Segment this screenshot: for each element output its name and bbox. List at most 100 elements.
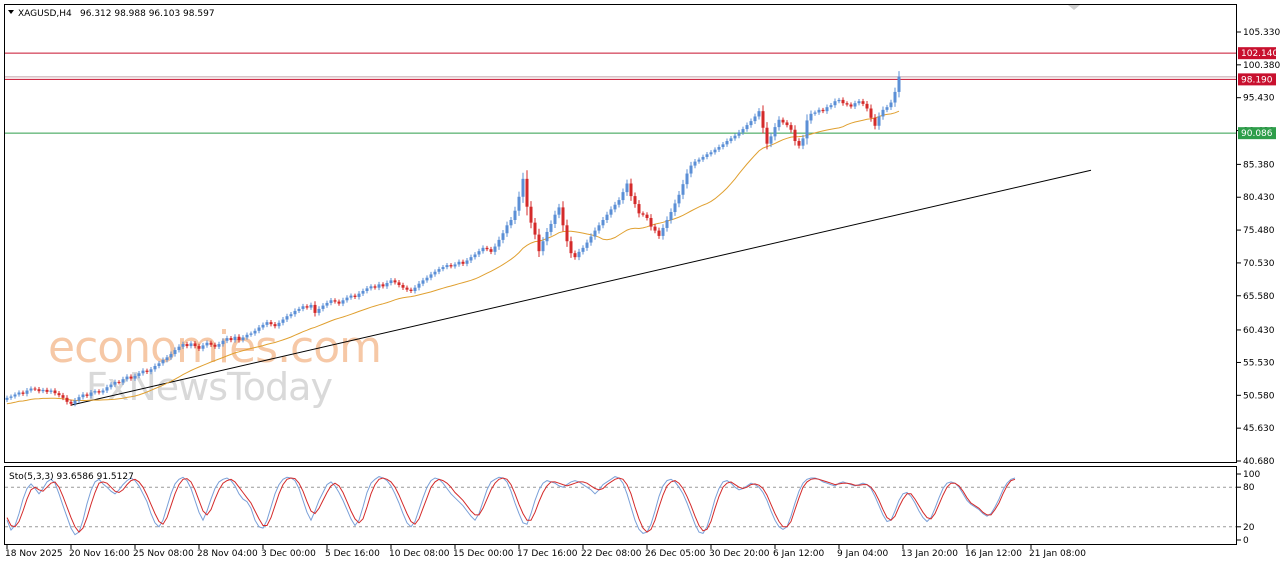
time-tick-label: 9 Jan 04:00 <box>837 549 889 559</box>
candle-body <box>33 388 37 390</box>
candle-body <box>869 108 873 118</box>
candle-body <box>177 346 181 351</box>
candle-body <box>617 200 621 205</box>
candle-body <box>589 236 593 243</box>
candle-body <box>105 387 109 391</box>
candle-body <box>317 308 321 313</box>
candle-body <box>93 391 97 393</box>
candle-body <box>81 394 85 398</box>
candle-body <box>169 354 173 358</box>
candle-body <box>577 251 581 258</box>
candle-body <box>417 283 421 288</box>
time-tick-label: 25 Nov 08:00 <box>133 549 194 559</box>
symbol-dropdown-icon[interactable] <box>8 10 14 14</box>
stochastic-tick-label: 20 <box>1243 523 1255 533</box>
price-tick-label: 55.530 <box>1243 358 1275 368</box>
candle-body <box>637 204 641 214</box>
watermark-fxnewstoday: FxNewsToday <box>86 365 332 409</box>
candle-body <box>193 343 197 347</box>
candle-body <box>409 289 413 291</box>
candle-body <box>221 340 225 345</box>
candle-body <box>569 241 573 254</box>
candle-body <box>817 109 821 113</box>
price-axis[interactable]: 105.330100.38095.43090.48085.38080.43075… <box>1236 28 1280 467</box>
candle-body <box>133 375 137 379</box>
price-tick-label: 75.480 <box>1243 226 1275 236</box>
candle-body <box>361 290 365 294</box>
candle-body <box>237 336 241 341</box>
candle-body <box>305 306 309 308</box>
candle-body <box>737 132 741 136</box>
candle-body <box>785 122 789 126</box>
candle-body <box>29 388 33 391</box>
candle-body <box>849 104 853 107</box>
candle-body <box>793 129 797 142</box>
candle-body <box>277 322 281 327</box>
candle-body <box>829 105 833 108</box>
candle-body <box>153 365 157 370</box>
candle-body <box>841 99 845 104</box>
candle-body <box>765 127 769 144</box>
candle-body <box>393 280 397 283</box>
candle-body <box>17 392 21 395</box>
time-tick-label: 15 Dec 00:00 <box>453 549 514 559</box>
candle-body <box>21 392 25 394</box>
stochastic-lines <box>6 476 1016 536</box>
candle-body <box>565 225 569 242</box>
scroll-marker-icon[interactable] <box>1068 5 1080 10</box>
level-label: 98.190 <box>1241 75 1273 85</box>
candle-body <box>857 101 861 104</box>
candle-body <box>145 370 149 372</box>
candle-body <box>653 226 657 231</box>
candle-body <box>429 274 433 278</box>
candle-body <box>789 125 793 130</box>
candle-body <box>641 213 645 215</box>
candle-body <box>57 393 61 396</box>
candle-body <box>529 206 533 223</box>
candle-body <box>669 212 673 220</box>
candle-body <box>825 107 829 112</box>
candle-body <box>173 350 177 355</box>
candle-body <box>413 287 417 291</box>
level-label-box <box>1238 127 1276 140</box>
stochastic-line-signal <box>6 477 1016 533</box>
candle-body <box>533 222 537 235</box>
candle-body <box>605 214 609 220</box>
candle-body <box>329 300 333 303</box>
time-tick-label: 22 Dec 08:00 <box>581 549 642 559</box>
candle-body <box>205 342 209 346</box>
candle-body <box>553 214 557 224</box>
candle-body <box>249 333 253 335</box>
candle-body <box>101 390 105 393</box>
candle-body <box>253 330 257 334</box>
symbol-timeframe: XAGUSD,H4 <box>18 9 72 19</box>
candle-body <box>837 99 841 102</box>
time-tick-label: 16 Jan 12:00 <box>965 549 1022 559</box>
price-tick-label: 65.580 <box>1243 292 1275 302</box>
candle-body <box>313 304 317 313</box>
candle-body <box>721 144 725 147</box>
candle-body <box>861 101 865 104</box>
candle-body <box>357 293 361 297</box>
candle-body <box>549 223 553 232</box>
candle-body <box>165 357 169 361</box>
time-tick-label: 26 Dec 05:00 <box>645 549 706 559</box>
candle-body <box>865 103 869 109</box>
candle-body <box>269 322 273 325</box>
candle-body <box>877 116 881 126</box>
level-label: 90.086 <box>1241 129 1273 139</box>
candle-body <box>821 109 825 112</box>
candle-body <box>333 300 337 302</box>
candle-body <box>353 295 357 297</box>
candle-body <box>545 231 549 242</box>
candle-body <box>505 225 509 234</box>
candle-body <box>61 395 65 398</box>
moving-average-line <box>6 110 900 405</box>
trend-layer[interactable] <box>70 169 1092 406</box>
candle-body <box>137 373 141 376</box>
candle-body <box>421 280 425 284</box>
time-tick-label: 5 Dec 16:00 <box>325 549 380 559</box>
trendline[interactable] <box>70 169 1092 406</box>
time-axis[interactable]: 18 Nov 2025 20 Nov 16:00 25 Nov 08:00 28 No… <box>5 545 1086 559</box>
